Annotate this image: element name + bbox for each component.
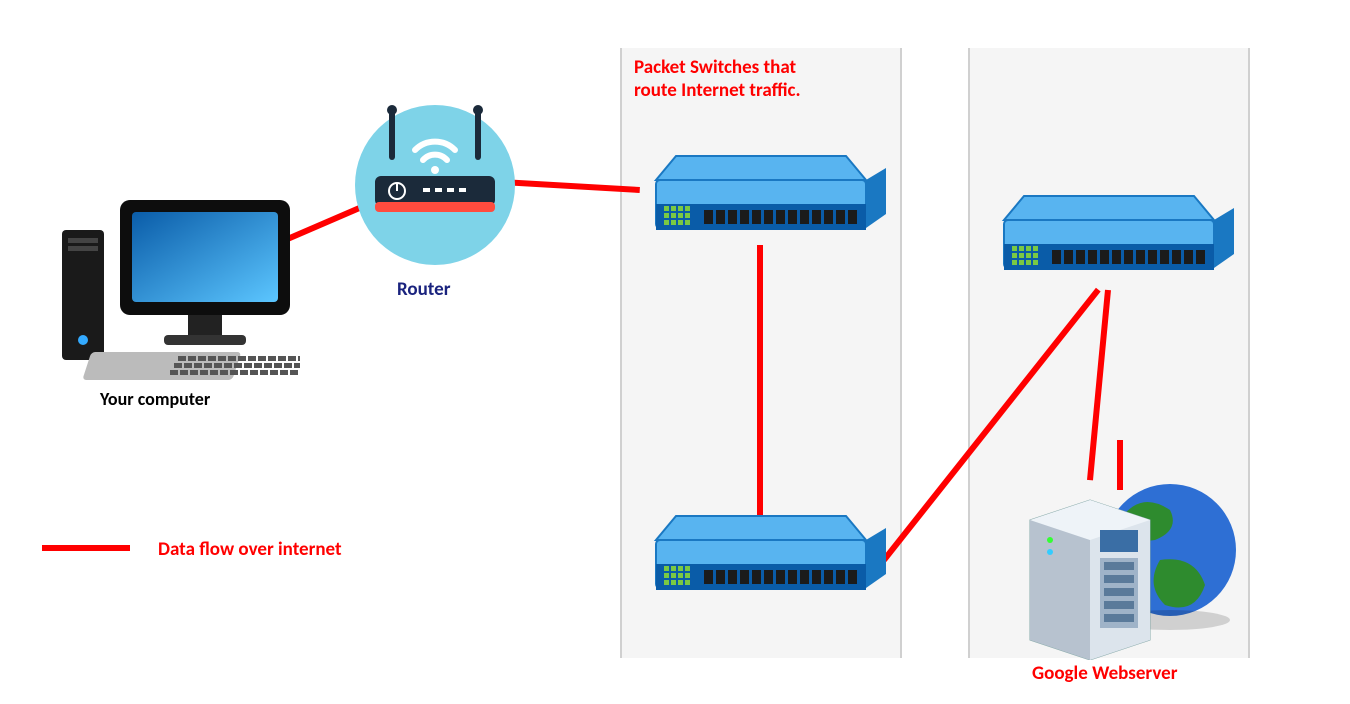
switch-icon: [984, 190, 1234, 295]
computer-icon: [60, 190, 300, 395]
label-server: Google Webserver: [1032, 662, 1177, 685]
flow-edge: [757, 245, 763, 515]
router-icon: [345, 90, 525, 275]
label-router: Router: [397, 278, 450, 301]
label-computer: Your computer: [100, 388, 210, 410]
switch-icon: [636, 150, 886, 255]
server-icon: [1010, 460, 1240, 665]
label-switches: Packet Switches that route Internet traf…: [634, 56, 801, 102]
switch-icon: [636, 510, 886, 615]
label-legend: Data flow over internet: [158, 538, 342, 561]
flow-edge: [42, 545, 130, 551]
